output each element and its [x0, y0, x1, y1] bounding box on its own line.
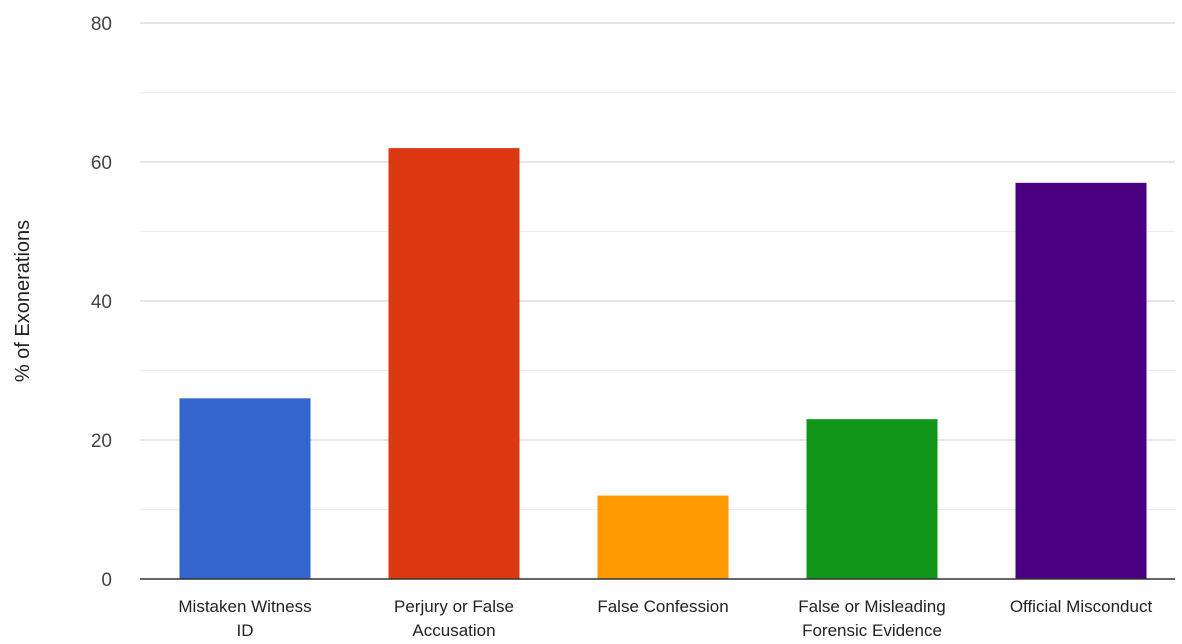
x-category-label: Official Misconduct — [1010, 597, 1153, 616]
bar — [806, 419, 938, 579]
y-tick-label: 20 — [91, 431, 112, 452]
x-category-label: Mistaken Witness ID — [178, 597, 311, 640]
x-category-label: False Confession — [597, 597, 728, 616]
y-tick-label: 0 — [101, 570, 112, 591]
x-category-label-line: False or Misleading — [798, 597, 945, 616]
x-category-label-line: Perjury or False — [394, 597, 514, 616]
x-category-label: False or Misleading Forensic Evidence — [798, 597, 945, 640]
y-tick-label: 80 — [91, 14, 112, 35]
x-category-label-line: ID — [237, 621, 254, 640]
x-axis-labels: Mistaken Witness ID Perjury or False Accusa… — [178, 597, 1152, 640]
bar — [179, 398, 311, 579]
bar — [1015, 182, 1147, 579]
y-tick-label: 60 — [91, 153, 112, 174]
x-category-label-line: Forensic Evidence — [802, 621, 942, 640]
y-axis-ticks: 0 20 40 60 80 — [91, 14, 112, 591]
x-category-label-line: Official Misconduct — [1010, 597, 1153, 616]
bar — [388, 148, 520, 579]
bars — [179, 148, 1147, 579]
y-tick-label: 40 — [91, 292, 112, 313]
x-category-label-line: False Confession — [597, 597, 728, 616]
gridlines — [140, 22, 1175, 510]
x-category-label-line: Accusation — [412, 621, 495, 640]
bar — [597, 495, 729, 579]
x-category-label-line: Mistaken Witness — [178, 597, 311, 616]
y-axis-title: % of Exonerations — [12, 220, 34, 382]
x-category-label: Perjury or False Accusation — [394, 597, 514, 640]
